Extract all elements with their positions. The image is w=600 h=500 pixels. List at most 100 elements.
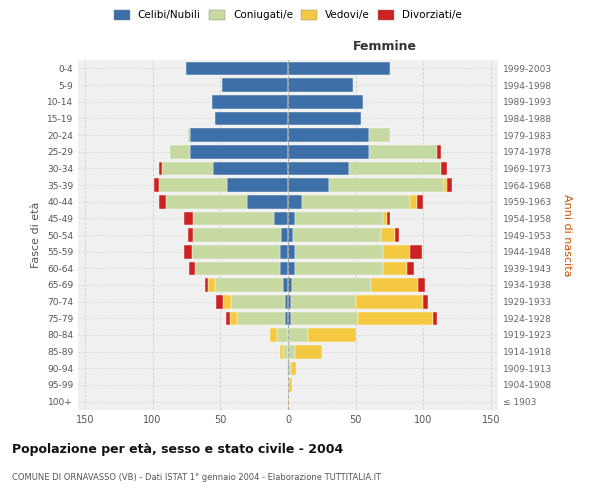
Bar [418,278,425,292]
Bar [444,178,446,192]
Bar [288,145,369,158]
Bar [274,212,288,225]
Bar [205,278,208,292]
Bar [441,162,446,175]
Bar [189,262,194,275]
Bar [188,228,193,242]
Bar [288,328,308,342]
Bar [287,362,288,375]
Bar [288,178,329,192]
Bar [407,262,414,275]
Bar [292,278,371,292]
Bar [193,228,281,242]
Bar [288,362,291,375]
Bar [295,245,383,258]
Bar [382,228,395,242]
Bar [159,162,162,175]
Bar [208,278,215,292]
Bar [184,212,193,225]
Bar [288,128,369,142]
Bar [247,195,288,208]
Bar [302,195,410,208]
Bar [288,112,361,125]
Bar [280,262,288,275]
Bar [214,162,288,175]
Bar [288,162,349,175]
Bar [223,295,231,308]
Bar [188,128,190,142]
Bar [162,162,214,175]
Legend: Celibi/Nubili, Coniugati/e, Vedovi/e, Divorziati/e: Celibi/Nubili, Coniugati/e, Vedovi/e, Di… [114,10,462,20]
Bar [285,295,288,308]
Text: Femmine: Femmine [353,40,416,53]
Bar [236,312,285,325]
Bar [159,178,227,192]
Bar [291,312,358,325]
Bar [159,195,166,208]
Bar [231,295,285,308]
Bar [358,312,433,325]
Bar [221,78,288,92]
Bar [437,145,441,158]
Bar [193,212,274,225]
Bar [216,295,223,308]
Bar [170,145,190,158]
Bar [187,62,288,75]
Bar [288,295,291,308]
Bar [356,295,424,308]
Bar [288,378,289,392]
Bar [288,345,295,358]
Bar [295,262,383,275]
Bar [308,328,356,342]
Bar [271,328,277,342]
Bar [395,228,399,242]
Bar [288,78,353,92]
Bar [190,145,288,158]
Bar [383,212,387,225]
Bar [293,228,382,242]
Bar [166,195,247,208]
Bar [283,278,288,292]
Bar [383,262,407,275]
Bar [288,245,295,258]
Bar [383,245,410,258]
Bar [194,262,280,275]
Bar [291,295,356,308]
Bar [288,62,389,75]
Bar [288,228,293,242]
Bar [190,128,288,142]
Bar [289,378,292,392]
Text: Popolazione per età, sesso e stato civile - 2004: Popolazione per età, sesso e stato civil… [12,442,343,456]
Bar [280,345,283,358]
Bar [329,178,444,192]
Bar [410,195,417,208]
Bar [288,278,292,292]
Bar [154,178,159,192]
Bar [227,178,288,192]
Bar [349,162,441,175]
Bar [369,128,389,142]
Bar [184,245,192,258]
Bar [212,95,288,108]
Bar [288,262,295,275]
Bar [283,345,288,358]
Bar [291,362,296,375]
Bar [410,245,422,258]
Bar [281,228,288,242]
Bar [288,312,291,325]
Bar [288,195,302,208]
Bar [215,278,283,292]
Bar [280,245,288,258]
Bar [288,395,289,408]
Bar [226,312,230,325]
Bar [230,312,236,325]
Bar [215,112,288,125]
Bar [288,212,295,225]
Y-axis label: Fasce di età: Fasce di età [31,202,41,268]
Bar [288,95,362,108]
Bar [285,312,288,325]
Bar [295,345,322,358]
Bar [277,328,288,342]
Bar [433,312,437,325]
Bar [446,178,452,192]
